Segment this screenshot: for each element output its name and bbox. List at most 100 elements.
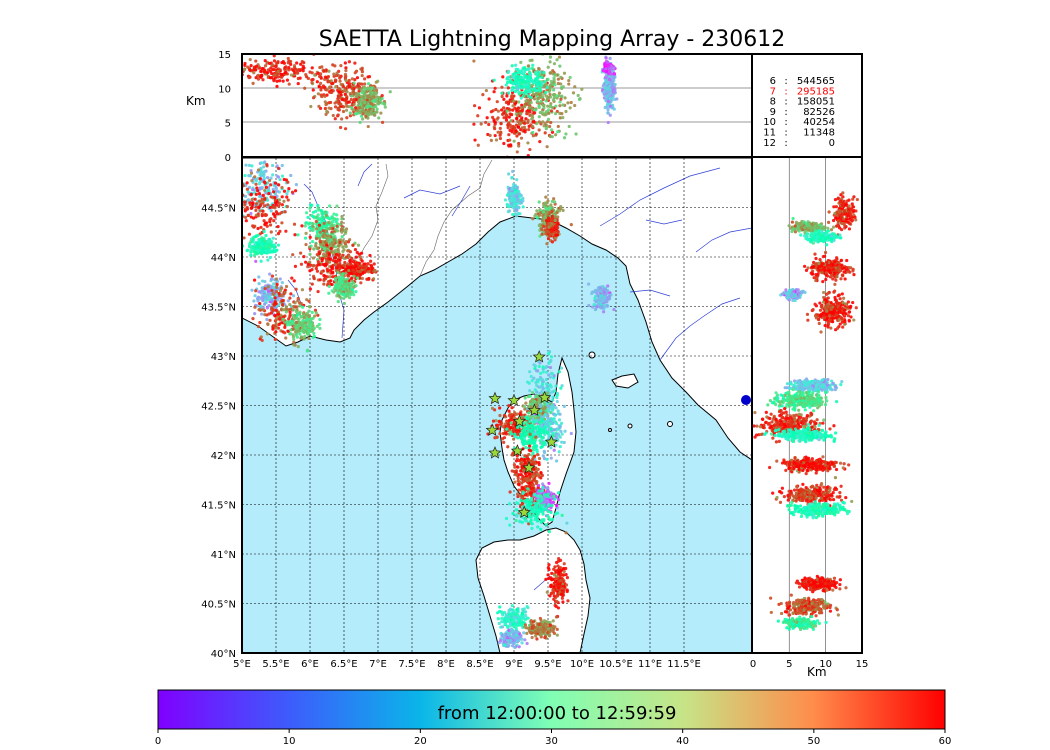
altitude-source <box>296 76 300 81</box>
altitude-source <box>605 86 609 91</box>
lightning-source <box>284 178 289 182</box>
lightning-source <box>553 218 557 223</box>
altitude-source <box>380 120 385 124</box>
lightning-source <box>257 199 261 203</box>
altitude-source <box>322 69 326 73</box>
altitude-source <box>601 68 605 73</box>
lightning-source <box>323 277 328 281</box>
altitude-source <box>523 66 527 70</box>
lightning-source <box>519 413 523 417</box>
lightning-source <box>322 282 326 286</box>
altitude-source <box>375 107 379 111</box>
altitude-source <box>607 92 612 96</box>
altitude-source <box>525 75 529 79</box>
lightning-source <box>251 188 255 192</box>
lightning-source <box>261 247 265 251</box>
altitude-source <box>348 114 353 118</box>
altitude-source <box>484 88 488 93</box>
altitude-source <box>553 73 557 77</box>
altitude-source <box>522 79 527 84</box>
lightning-source <box>507 409 511 413</box>
lightning-source <box>327 260 332 264</box>
lightning-source <box>340 235 344 239</box>
lightning-source <box>306 215 310 219</box>
altitude-source <box>544 94 549 98</box>
lightning-source <box>218 222 221 225</box>
altitude-source <box>544 82 548 86</box>
altitude-source <box>523 121 527 125</box>
altitude-source <box>542 70 546 75</box>
lightning-source <box>325 267 329 271</box>
altitude-source <box>325 88 329 92</box>
lightning-source <box>496 423 500 427</box>
altitude-source <box>610 106 614 110</box>
altitude-source <box>327 106 331 110</box>
lightning-source <box>515 430 519 434</box>
lightning-source <box>254 213 259 217</box>
lightning-source <box>278 229 282 233</box>
lightning-source <box>337 278 341 283</box>
altitude-source <box>270 71 274 76</box>
altitude-source <box>344 108 349 112</box>
lightning-source <box>311 256 316 260</box>
altitude-source <box>524 117 528 121</box>
lightning-source <box>280 286 284 290</box>
altitude-source <box>232 61 235 64</box>
lightning-source <box>296 344 300 349</box>
altitude-source <box>323 75 328 79</box>
altitude-source <box>552 88 556 92</box>
lightning-source <box>254 234 258 238</box>
lightning-source <box>519 200 523 204</box>
altitude-source <box>320 94 324 99</box>
lightning-source <box>328 204 332 208</box>
altitude-source <box>556 130 560 134</box>
altitude-source <box>363 82 367 86</box>
lightning-source <box>274 186 278 190</box>
lightning-source <box>547 217 551 221</box>
lightning-source <box>550 390 555 394</box>
lightning-source <box>335 217 339 221</box>
lightning-source <box>558 425 562 429</box>
altitude-source <box>607 77 612 81</box>
lightning-source <box>275 200 279 204</box>
lightning-source <box>340 217 344 221</box>
altitude-source <box>494 107 498 112</box>
lightning-source <box>551 421 555 426</box>
lightning-source <box>245 187 250 191</box>
lightning-source <box>234 224 237 227</box>
altitude-source <box>545 145 549 149</box>
altitude-source <box>504 83 508 87</box>
altitude-source <box>361 109 365 113</box>
altitude-source <box>522 104 527 109</box>
altitude-source <box>272 79 276 83</box>
altitude-source <box>509 99 514 104</box>
lightning-source <box>547 404 551 408</box>
lightning-source <box>337 264 341 268</box>
lightning-source <box>494 419 498 423</box>
lightning-source <box>341 245 345 249</box>
lightning-source <box>325 253 329 257</box>
lightning-source <box>284 229 288 233</box>
altitude-source <box>529 101 533 105</box>
lightning-source <box>254 245 259 249</box>
lightning-source <box>550 240 555 244</box>
lightning-source <box>264 233 268 238</box>
lightning-source <box>280 210 284 215</box>
altitude-source <box>499 108 504 112</box>
lightning-source <box>247 185 252 189</box>
altitude-source <box>545 85 549 90</box>
altitude-source <box>554 104 558 108</box>
lightning-source <box>507 414 511 418</box>
lightning-source <box>289 307 293 311</box>
altitude-source <box>612 71 616 75</box>
lightning-source <box>315 264 319 268</box>
altitude-source <box>531 63 535 67</box>
lightning-source <box>258 173 262 177</box>
lightning-source <box>530 379 534 383</box>
altitude-source <box>520 103 524 107</box>
altitude-source <box>612 66 616 70</box>
lightning-source <box>535 216 539 220</box>
altitude-source <box>518 118 523 122</box>
lightning-source <box>546 384 550 388</box>
altitude-source <box>548 71 553 75</box>
